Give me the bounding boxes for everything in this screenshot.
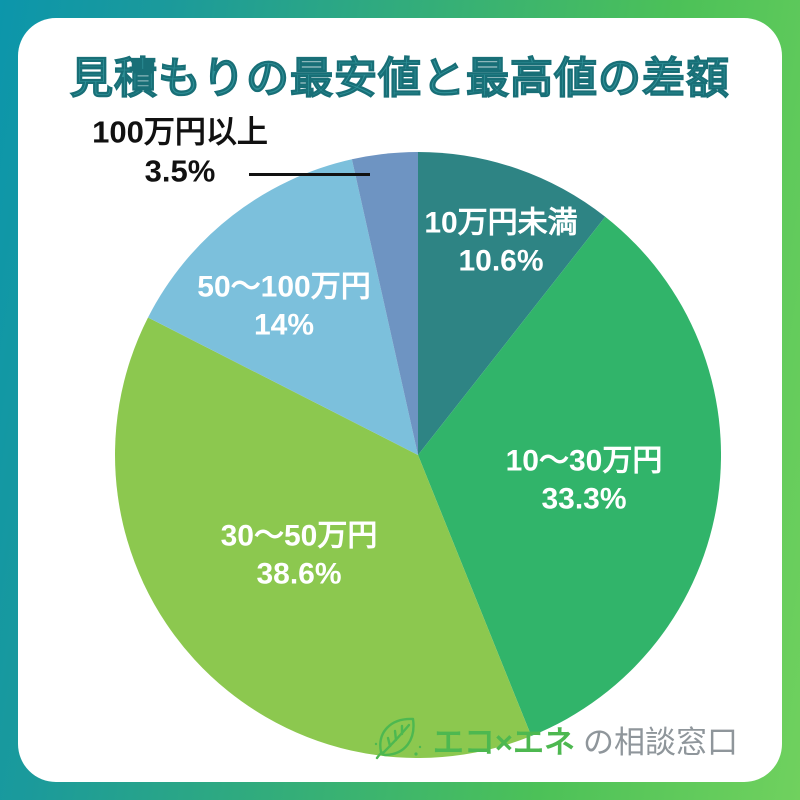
pie-label-text: 30〜50万円	[220, 519, 378, 553]
pie-chart	[115, 152, 721, 758]
leaf-icon	[374, 717, 422, 760]
pie-label-over-100: 100万円以上 3.5%	[92, 113, 268, 191]
pie-label-text: 10万円未満	[424, 206, 578, 240]
content-panel: 見積もりの最安値と最高値の差額 10万円未満 10.6% 10〜30万円 33.…	[18, 18, 782, 782]
pie-label-under-10: 10万円未満 10.6%	[424, 205, 577, 280]
callout-line	[249, 173, 370, 176]
pie-slice-0	[418, 152, 606, 455]
pie-slice-2	[115, 317, 532, 758]
brand-secondary-text: の相談窓口	[583, 724, 738, 760]
pie-slices-group	[115, 152, 721, 758]
brand-footer: エコ×エネ の相談窓口	[371, 712, 738, 766]
pie-label-value: 10.6%	[458, 244, 544, 277]
pie-label-10-30: 10〜30万円 33.3%	[506, 443, 663, 518]
pie-label-text: 10〜30万円	[505, 444, 663, 478]
chart-title: 見積もりの最安値と最高値の差額	[70, 55, 730, 104]
pie-slice-3	[148, 159, 418, 456]
pie-label-value: 14%	[253, 308, 315, 341]
pie-label-value: 3.5%	[144, 153, 216, 188]
brand-primary-text: エコ×エネ	[432, 724, 575, 760]
pie-label-value: 38.6%	[256, 557, 342, 590]
pie-label-text: 50〜100万円	[197, 270, 371, 304]
pie-slice-4	[351, 152, 418, 455]
pie-label-30-50: 30〜50万円 38.6%	[221, 518, 378, 593]
pie-label-50-100: 50〜100万円 14%	[197, 269, 370, 344]
pie-slice-1	[418, 216, 721, 737]
pie-label-value: 33.3%	[541, 482, 627, 515]
pie-label-text: 100万円以上	[92, 114, 268, 150]
